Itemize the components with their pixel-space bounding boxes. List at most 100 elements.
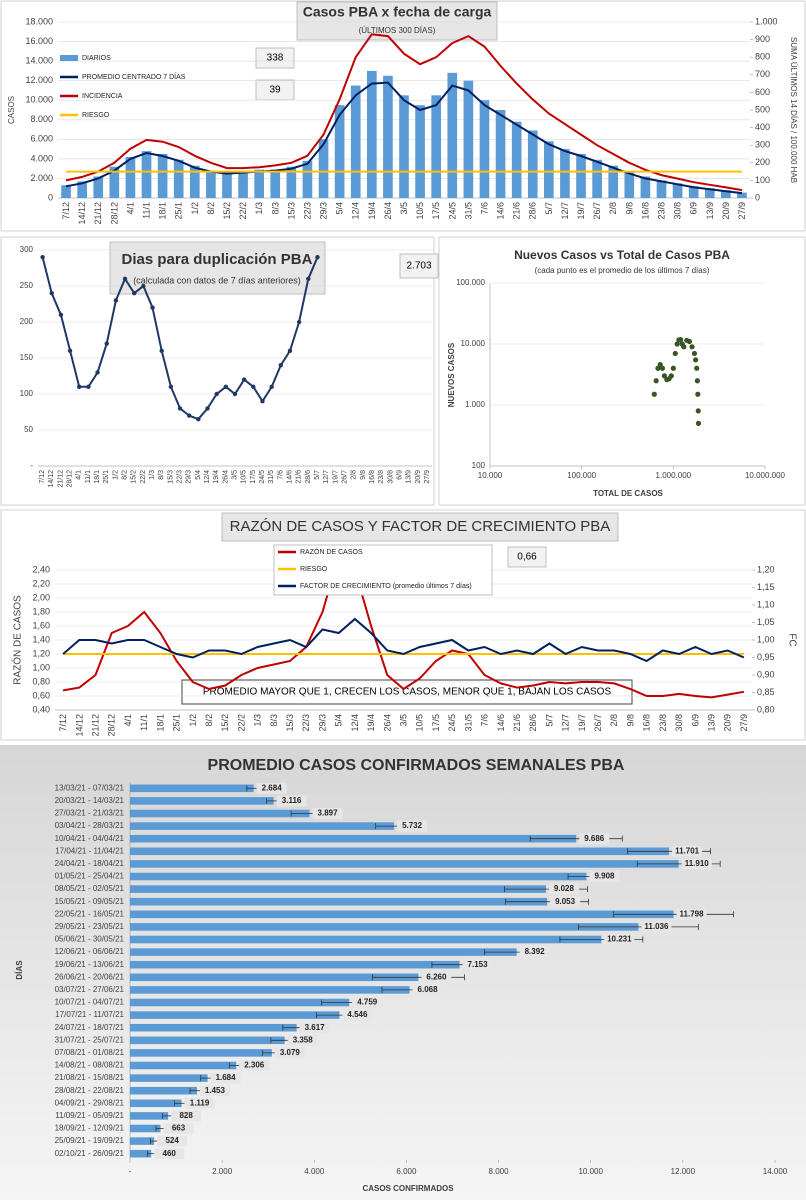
- x-tick-label: 23/8: [658, 714, 668, 732]
- x-tick-label: 19/7: [577, 714, 587, 732]
- x-tick-label: 8/3: [270, 202, 280, 215]
- bar: [173, 159, 184, 198]
- value-label: 3.617: [305, 1023, 326, 1032]
- y-tick-label: 50: [24, 425, 33, 434]
- bar: [109, 166, 120, 198]
- bar: [130, 822, 395, 830]
- value-label-box: [550, 896, 581, 908]
- panel-border: [0, 0, 806, 232]
- marker: [278, 363, 284, 368]
- marker: [315, 255, 320, 260]
- point: [689, 344, 695, 350]
- bar: [302, 160, 313, 198]
- value-label-box: [421, 971, 452, 983]
- bar: [130, 834, 577, 843]
- y-tick-label: 2.000: [30, 173, 53, 183]
- x-tick-label: 5/7: [544, 202, 554, 215]
- bar: [157, 154, 168, 198]
- x-tick-label: 20/9: [723, 714, 733, 732]
- y2-tick-label: 0,80: [757, 704, 775, 714]
- title-box: [296, 1, 498, 41]
- y-tick-label: 0,80: [32, 676, 50, 686]
- value-label-box: [641, 921, 672, 933]
- x-tick-label: 15/2: [220, 714, 230, 732]
- value-label-box: [210, 1072, 241, 1084]
- annotation: 338: [267, 53, 284, 64]
- bar: [608, 165, 619, 198]
- y-tick-label: 24/04/21 - 18/04/21: [55, 859, 125, 868]
- value-label-box: [397, 820, 428, 832]
- point: [651, 391, 657, 397]
- x-tick-label: 14.000: [763, 1167, 788, 1176]
- marker: [214, 391, 219, 397]
- x-tick-label: 14/6: [496, 714, 506, 732]
- x-tick-label: 7/6: [480, 714, 490, 727]
- marker: [77, 384, 82, 389]
- point: [653, 378, 659, 384]
- bar: [656, 180, 667, 198]
- x-tick-label: 11/1: [139, 714, 149, 731]
- marker: [196, 417, 201, 422]
- x-tick-label: 19/4: [213, 470, 220, 484]
- x-tick-label: 17/5: [250, 470, 257, 484]
- point: [694, 365, 700, 371]
- bar: [61, 185, 71, 198]
- value-label-box: [412, 984, 443, 996]
- y-tick-label: 22/05/21 - 16/05/21: [55, 909, 125, 918]
- line: [62, 617, 745, 663]
- y2-tick-label: 1,10: [757, 599, 775, 609]
- x-tick-label: 21/12: [93, 202, 103, 225]
- y-tick-label: 100.000: [456, 278, 485, 287]
- marker: [232, 391, 238, 397]
- marker: [260, 399, 265, 404]
- legend-label: DIARIOS: [82, 55, 111, 62]
- x-tick-label: 5/7: [314, 470, 321, 480]
- x-tick-label: 28/12: [107, 714, 117, 737]
- x-tick-label: 26/4: [382, 714, 392, 732]
- value-label: 9.686: [584, 834, 605, 843]
- x-tick-label: 6.000: [396, 1167, 417, 1176]
- x-tick-label: 14/12: [48, 470, 55, 488]
- x-tick-label: 10/5: [415, 202, 425, 220]
- x-tick-label: 24/5: [259, 470, 266, 484]
- y2-tick-label: 0,85: [757, 687, 775, 697]
- x-tick-label: 31/5: [268, 470, 275, 484]
- bar: [334, 105, 345, 198]
- value-label-box: [171, 1110, 202, 1122]
- bar: [592, 159, 602, 198]
- y2-tick-label: 1.000: [755, 16, 778, 26]
- x-tick-label: 8/2: [204, 714, 214, 727]
- bar: [415, 105, 425, 198]
- y-tick-label: 01/05/21 - 25/04/21: [55, 872, 125, 881]
- panel-border: [0, 236, 435, 506]
- y2-tick-label: 800: [755, 52, 770, 62]
- x-tick-label: 10.000.000: [745, 471, 786, 480]
- y-tick-label: 1,20: [32, 648, 50, 658]
- note: PROMEDIO MAYOR QUE 1, CRECEN LOS CASOS, …: [203, 687, 612, 698]
- value-label: 9.028: [554, 884, 575, 893]
- x-tick-label: 30/8: [387, 470, 394, 484]
- y-tick-label: 1,00: [32, 662, 50, 672]
- marker: [132, 291, 137, 296]
- bar: [270, 169, 281, 198]
- x-tick-label: 10/5: [415, 714, 425, 732]
- bar: [77, 181, 87, 198]
- x-tick-label: 1/3: [253, 714, 263, 727]
- y-axis-label: NUEVOS CASOS: [447, 342, 456, 407]
- x-tick-label: 14/12: [74, 714, 84, 737]
- chart-subtitle: (cada punto es el promedio de los último…: [535, 266, 710, 275]
- x-tick-label: 6/9: [396, 470, 403, 480]
- bar: [130, 847, 670, 856]
- value-label: 9.053: [555, 897, 576, 906]
- x-tick-label: 20/9: [415, 470, 422, 484]
- y-tick-label: 1,60: [32, 620, 50, 630]
- bar: [130, 935, 602, 944]
- value-label-box: [163, 1123, 194, 1134]
- x-tick-label: 6/9: [690, 714, 700, 727]
- y-tick-label: 29/05/21 - 23/05/21: [55, 922, 125, 931]
- value-label-box: [239, 1060, 270, 1071]
- marker: [159, 348, 164, 353]
- x-tick-label: 4/1: [123, 714, 133, 727]
- bar: [350, 85, 361, 198]
- value-label: 6.260: [426, 972, 447, 981]
